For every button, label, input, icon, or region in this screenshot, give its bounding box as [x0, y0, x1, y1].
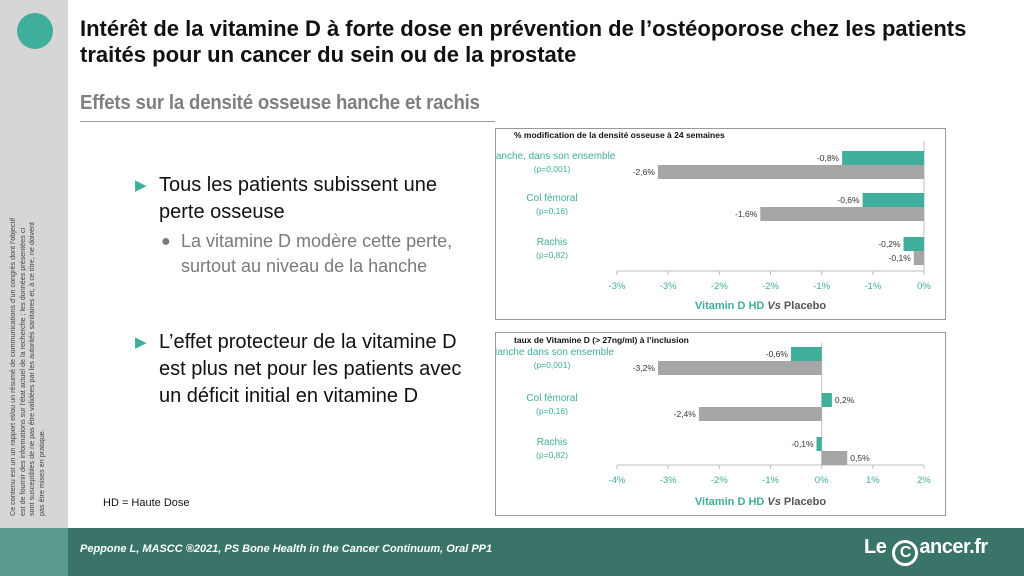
bar-vitamin-d-hd	[862, 193, 924, 207]
bar-value-label: -0,6%	[766, 349, 789, 359]
x-tick-label: -3%	[660, 475, 677, 486]
bar-vitamin-d-hd	[816, 437, 822, 451]
sub-bullet-text: La vitamine D modère cette perte, surtou…	[181, 231, 453, 276]
bar-vitamin-d-hd	[903, 237, 924, 251]
x-axis-label-part: Placebo	[781, 496, 827, 508]
slide-title: Intérêt de la vitamine D à forte dose en…	[80, 16, 967, 67]
category-label: Col fémoral	[526, 193, 577, 204]
left-sidebar: Ce contenu est un un rapport et/ou un ré…	[0, 0, 68, 528]
x-axis-label-part: Vitamin D HD	[695, 300, 768, 312]
x-axis-label-part: Vs	[767, 300, 780, 312]
bullet-item: ▶ Tous les patients subissent une perte …	[135, 172, 475, 226]
x-tick-label: 2%	[917, 475, 931, 486]
logo-text: ancer.fr	[919, 536, 988, 558]
disclaimer-text: Ce contenu est un un rapport et/ou un ré…	[8, 217, 46, 516]
bar-vitamin-d-hd	[821, 393, 832, 407]
bar-value-label: 0,5%	[850, 453, 870, 463]
bar-value-label: -0,1%	[791, 439, 814, 449]
x-tick-label: -2%	[711, 475, 728, 486]
bar-placebo	[913, 251, 924, 265]
bar-placebo	[657, 165, 924, 179]
category-label: Rachis	[537, 437, 568, 448]
x-tick-label: -4%	[609, 475, 626, 486]
category-p-value: (p=0,16)	[536, 406, 568, 416]
category-label: Col fémoral	[526, 393, 577, 404]
x-tick-label: 0%	[917, 281, 931, 292]
chart-hip-spine-24-weeks: % modification de la densité osseuse à 2…	[495, 128, 946, 320]
x-tick-label: 0%	[815, 475, 829, 486]
x-axis-label-part: Vitamin D HD	[695, 496, 768, 508]
x-axis-label-part: Vs	[767, 496, 780, 508]
chart-svg: % modification de la densité osseuse pou…	[496, 335, 931, 508]
sub-bullet-item: ● La vitamine D modère cette perte, surt…	[135, 229, 475, 279]
logo-text: Le	[864, 536, 892, 558]
bullet-list: ▶ Tous les patients subissent une perte …	[135, 172, 475, 410]
logo-circle-icon: C	[892, 540, 919, 566]
category-p-value: (p=0,001)	[534, 360, 571, 370]
category-label: Hanche, dans son ensemble	[496, 151, 616, 162]
chart-svg: % modification de la densité osseuse à 2…	[496, 130, 931, 312]
bar-value-label: -2,6%	[633, 167, 656, 177]
category-p-value: (p=0,001)	[534, 164, 571, 174]
category-p-value: (p=0,16)	[536, 206, 568, 216]
x-axis-label-part: Placebo	[781, 300, 827, 312]
category-label: Rachis	[537, 237, 568, 248]
x-tick-label: -2%	[762, 281, 779, 292]
bar-value-label: 0,2%	[835, 395, 855, 405]
bar-placebo	[821, 451, 848, 465]
category-label: Hanche dans son ensemble	[496, 347, 614, 358]
x-tick-label: 1%	[866, 475, 880, 486]
x-tick-label: -2%	[711, 281, 728, 292]
bar-value-label: -0,8%	[817, 153, 840, 163]
x-axis-label: Vitamin D HD Vs Placebo	[695, 496, 827, 508]
bar-placebo	[760, 207, 924, 221]
bar-placebo	[657, 361, 822, 375]
footer-bar	[0, 528, 1024, 576]
x-tick-label: -3%	[609, 281, 626, 292]
bar-value-label: -0,1%	[889, 253, 912, 263]
bar-value-label: -3,2%	[633, 363, 656, 373]
dot-bullet-icon: ●	[161, 233, 171, 250]
bar-placebo	[698, 407, 822, 421]
category-p-value: (p=0,82)	[536, 450, 568, 460]
bar-vitamin-d-hd	[842, 151, 924, 165]
chart-title: taux de Vitamine D (> 27ng/ml) à l’inclu…	[514, 335, 689, 345]
bullet-text: Tous les patients subissent une perte os…	[159, 174, 437, 223]
bar-value-label: -1,6%	[735, 209, 758, 219]
x-tick-label: -1%	[762, 475, 779, 486]
triangle-bullet-icon: ▶	[135, 177, 147, 194]
category-p-value: (p=0,82)	[536, 250, 568, 260]
footer-accent	[0, 528, 68, 576]
bar-value-label: -0,6%	[837, 195, 860, 205]
triangle-bullet-icon: ▶	[135, 334, 147, 351]
bullet-item: ▶ L’effet protecteur de la vitamine D es…	[135, 329, 475, 410]
x-axis-label: Vitamin D HD Vs Placebo	[695, 300, 827, 312]
bar-vitamin-d-hd	[790, 347, 822, 361]
bar-value-label: -0,2%	[878, 239, 901, 249]
chart-vitamin-d-subgroup: % modification de la densité osseuse pou…	[495, 332, 946, 516]
brand-circle	[17, 13, 53, 49]
x-tick-label: -1%	[864, 281, 881, 292]
chart-title: % modification de la densité osseuse à 2…	[514, 130, 725, 140]
bar-value-label: -2,4%	[674, 409, 697, 419]
citation-text: Peppone L, MASCC ®2021, PS Bone Health i…	[80, 543, 493, 555]
bullet-text: L’effet protecteur de la vitamine D est …	[159, 331, 462, 407]
abbreviation-note: HD = Haute Dose	[103, 497, 190, 509]
slide-subtitle: Effets sur la densité osseuse hanche et …	[80, 92, 480, 114]
x-tick-label: -1%	[813, 281, 830, 292]
subtitle-divider	[80, 121, 495, 122]
x-tick-label: -3%	[660, 281, 677, 292]
